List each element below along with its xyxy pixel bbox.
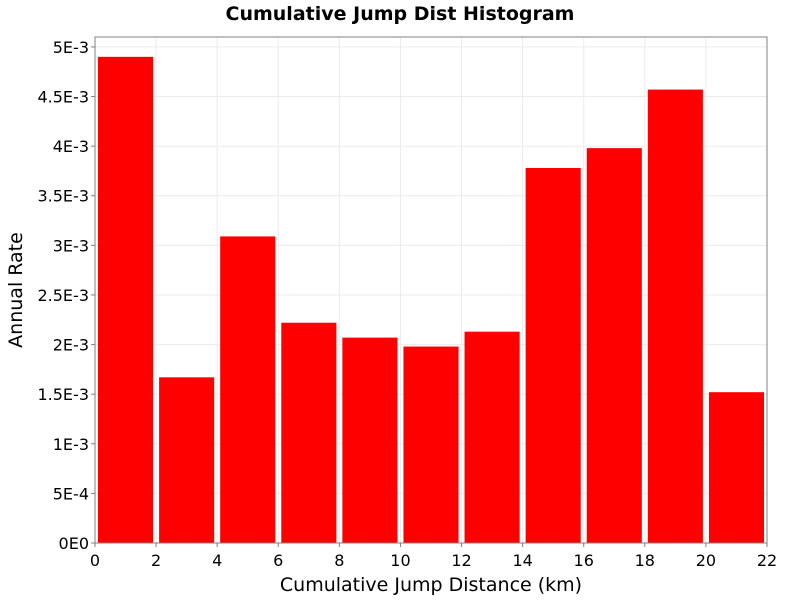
- x-tick-label-9: 18: [635, 551, 655, 570]
- bar-5: [403, 346, 459, 543]
- bar-4: [342, 337, 398, 543]
- bar-1: [159, 377, 215, 543]
- y-tick-label-9: 4.5E-3: [37, 88, 89, 107]
- y-tick-label-10: 5E-3: [53, 38, 89, 57]
- x-tick-label-4: 8: [334, 551, 344, 570]
- x-tick-label-7: 14: [512, 551, 532, 570]
- x-axis-label: Cumulative Jump Distance (km): [280, 574, 582, 596]
- x-tick-label-6: 12: [451, 551, 471, 570]
- x-tick-label-1: 2: [151, 551, 161, 570]
- x-tick-label-5: 10: [390, 551, 410, 570]
- y-tick-label-8: 4E-3: [53, 137, 89, 156]
- x-tick-label-8: 16: [574, 551, 594, 570]
- y-tick-label-1: 5E-4: [53, 484, 89, 503]
- x-tick-label-3: 6: [273, 551, 283, 570]
- x-tick-label-10: 20: [696, 551, 716, 570]
- plot-area-border: [94, 36, 768, 544]
- bar-2: [220, 236, 276, 543]
- bar-6: [464, 331, 520, 543]
- bar-7: [525, 167, 581, 543]
- bar-9: [647, 89, 703, 543]
- bar-0: [98, 56, 154, 543]
- y-tick-label-2: 1E-3: [53, 435, 89, 454]
- x-tick-label-11: 22: [757, 551, 777, 570]
- x-tick-label-0: 0: [90, 551, 100, 570]
- x-tick-label-2: 4: [212, 551, 222, 570]
- y-tick-label-7: 3.5E-3: [37, 187, 89, 206]
- y-axis-label: Annual Rate: [5, 232, 27, 348]
- y-tick-label-5: 2.5E-3: [37, 286, 89, 305]
- bar-3: [281, 322, 337, 543]
- y-tick-label-0: 0E0: [59, 534, 89, 553]
- chart-title: Cumulative Jump Dist Histogram: [226, 3, 575, 25]
- bar-10: [708, 392, 764, 543]
- y-tick-label-4: 2E-3: [53, 336, 89, 355]
- axis-ticks: 0E0 5E-4 1E-3 1.5E-3 2E-3 2.5E-3 3E-3 3.5E-3 4E-…: [37, 38, 777, 570]
- y-tick-label-6: 3E-3: [53, 236, 89, 255]
- bars: [98, 56, 764, 543]
- y-tick-label-3: 1.5E-3: [37, 385, 89, 404]
- bar-8: [586, 148, 642, 543]
